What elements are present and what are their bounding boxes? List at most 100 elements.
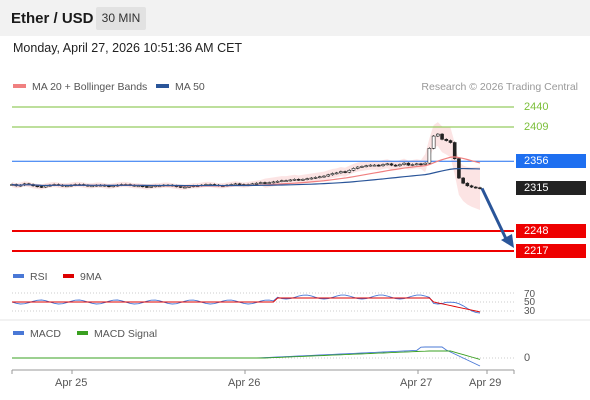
rsi-ma-label: 9MA bbox=[80, 271, 102, 283]
candle-body bbox=[402, 162, 406, 165]
instrument-title: Ether / USD bbox=[11, 10, 94, 27]
legend-ma50: MA 50 bbox=[156, 81, 205, 93]
candle-body bbox=[410, 164, 415, 166]
candle-body bbox=[398, 164, 402, 167]
x-tick-apr27: Apr 27 bbox=[400, 377, 433, 389]
candle-body bbox=[343, 171, 347, 173]
candle-body bbox=[288, 179, 293, 182]
level-label-s2: 2217 bbox=[516, 244, 586, 258]
candle-body bbox=[389, 163, 394, 166]
candle-body bbox=[233, 183, 238, 186]
candle-body bbox=[339, 171, 343, 174]
macd-swatch bbox=[13, 331, 24, 336]
candle-body bbox=[284, 180, 288, 182]
x-axis bbox=[11, 369, 515, 374]
level-label-r1: 2409 bbox=[524, 121, 549, 133]
candle-body bbox=[351, 168, 356, 171]
candle-body bbox=[393, 164, 398, 167]
candle-body bbox=[431, 135, 436, 149]
candle-body bbox=[368, 164, 373, 167]
candle-body bbox=[423, 162, 427, 165]
candle-body bbox=[292, 179, 297, 181]
macd-zero: 0 bbox=[524, 352, 531, 364]
rsi-ma-swatch bbox=[63, 274, 74, 279]
candle-body bbox=[355, 166, 360, 169]
legend-macd-signal: MACD Signal bbox=[77, 328, 157, 340]
candle-body bbox=[360, 166, 364, 168]
rsi-level-30: 30 bbox=[524, 306, 536, 317]
candle-body bbox=[271, 181, 276, 184]
x-tick-apr25: Apr 25 bbox=[55, 377, 88, 389]
candle-body bbox=[258, 182, 263, 184]
macd-line bbox=[12, 346, 481, 367]
level-label-pivot: 2356 bbox=[516, 154, 586, 168]
ma20-swatch bbox=[13, 84, 26, 89]
credit-text: Research © 2026 Trading Central bbox=[421, 81, 578, 93]
ma50-line bbox=[11, 167, 481, 187]
level-label-last: 2315 bbox=[516, 181, 586, 195]
candle-body bbox=[183, 186, 187, 189]
candle-body bbox=[347, 169, 352, 173]
candle-body bbox=[237, 183, 242, 186]
candle-body bbox=[178, 186, 183, 188]
candle-body bbox=[448, 140, 453, 143]
candle-body bbox=[473, 186, 478, 189]
candle-body bbox=[461, 177, 465, 184]
legend-macd: MACD bbox=[13, 328, 61, 340]
candle-body bbox=[263, 182, 267, 184]
x-tick-apr26: Apr 26 bbox=[228, 377, 261, 389]
legend-rsi: RSI bbox=[13, 271, 48, 283]
candle-body bbox=[436, 133, 440, 137]
forecast-arrow bbox=[480, 187, 510, 244]
rsi-level-70: 70 bbox=[524, 289, 536, 300]
candle-body bbox=[364, 165, 368, 168]
candle-body bbox=[452, 142, 457, 159]
timestamp: Monday, April 27, 2026 10:51:36 AM CET bbox=[13, 41, 243, 55]
candle-body bbox=[250, 183, 255, 186]
x-tick-apr29: Apr 29 bbox=[469, 377, 502, 389]
candle-body bbox=[309, 177, 314, 180]
candle-body bbox=[385, 163, 390, 166]
bollinger-band bbox=[12, 122, 480, 210]
level-label-s1: 2248 bbox=[516, 224, 586, 238]
candle-body bbox=[419, 163, 423, 166]
candle-body bbox=[334, 172, 339, 175]
level-label-r2: 2440 bbox=[524, 101, 549, 113]
candle-body bbox=[322, 175, 326, 178]
candle-body bbox=[478, 187, 482, 190]
candle-body bbox=[35, 185, 40, 188]
candle-body bbox=[427, 148, 432, 164]
candle-body bbox=[90, 185, 94, 188]
candle-body bbox=[440, 133, 444, 140]
candle-body bbox=[406, 162, 411, 166]
candle-body bbox=[381, 164, 385, 167]
macd-panel bbox=[12, 346, 514, 367]
ma50-label: MA 50 bbox=[175, 81, 205, 93]
candle-body bbox=[330, 173, 335, 176]
rsi-panel bbox=[0, 292, 590, 321]
candle-body bbox=[275, 180, 280, 183]
timeframe-button[interactable]: 30 MIN bbox=[96, 7, 146, 30]
rsi-line bbox=[11, 294, 481, 314]
candle-body bbox=[149, 186, 153, 188]
rsi-level-50: 50 bbox=[524, 297, 536, 308]
ma50-swatch bbox=[156, 84, 169, 89]
forecast-arrow-head bbox=[501, 234, 514, 248]
candle-body bbox=[296, 179, 301, 181]
macd-signal-label: MACD Signal bbox=[94, 328, 158, 340]
candle-body bbox=[469, 185, 474, 188]
candle-body bbox=[317, 176, 322, 179]
candle-body bbox=[465, 182, 470, 187]
candle-body bbox=[187, 186, 191, 188]
rsi-ma-line bbox=[12, 297, 481, 313]
candle-body bbox=[414, 163, 419, 166]
legend-rsi-ma: 9MA bbox=[63, 271, 102, 283]
candle-body bbox=[372, 164, 377, 167]
candle-body bbox=[39, 186, 44, 188]
candle-body bbox=[267, 182, 271, 184]
candle-body bbox=[326, 174, 331, 177]
candle-body bbox=[313, 177, 318, 179]
candle-body bbox=[145, 186, 149, 188]
candle-body bbox=[305, 178, 309, 180]
